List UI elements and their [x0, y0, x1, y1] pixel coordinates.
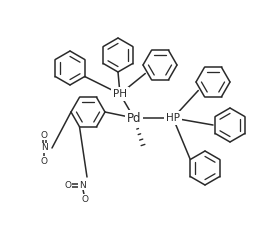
- Text: PH: PH: [113, 89, 127, 99]
- Text: O: O: [81, 194, 88, 203]
- Text: O: O: [41, 131, 48, 139]
- Text: N: N: [41, 143, 47, 152]
- Text: O: O: [41, 156, 48, 165]
- Text: HP: HP: [166, 113, 180, 123]
- Text: Pd: Pd: [127, 111, 141, 125]
- Text: O: O: [65, 181, 72, 190]
- Text: N: N: [78, 181, 85, 190]
